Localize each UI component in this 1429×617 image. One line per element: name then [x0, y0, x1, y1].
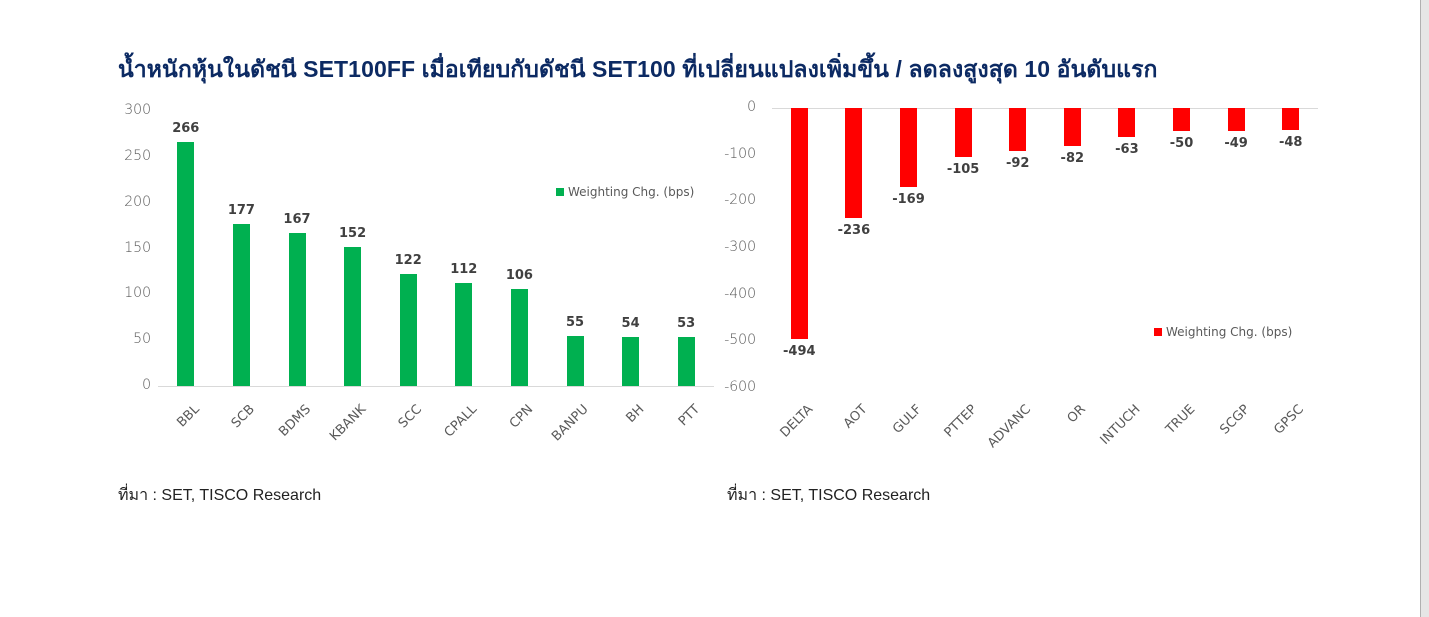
left-bar-scc: [399, 274, 417, 386]
left-category-label: PTT: [675, 402, 703, 430]
left-bar-cpall: [455, 283, 473, 386]
right-ytick: -400: [724, 285, 756, 302]
right-category-label: AOT: [840, 402, 871, 432]
left-category-label: BDMS: [275, 402, 314, 440]
left-value-label: 177: [227, 202, 255, 218]
right-value-label: -236: [837, 223, 871, 239]
left-category-label: BBL: [174, 402, 203, 431]
left-ytick: 0: [142, 377, 151, 393]
left-value-label: 55: [565, 314, 585, 330]
right-value-label: -82: [1060, 151, 1085, 167]
left-category-label: BANPU: [549, 402, 592, 445]
right-bar-pttep: [954, 108, 972, 157]
left-bar-kbank: [344, 246, 362, 386]
right-legend: Weighting Chg. (bps): [1154, 325, 1292, 339]
right-legend-label: Weighting Chg. (bps): [1166, 325, 1293, 339]
left-category-label: SCB: [228, 402, 259, 432]
right-bar-or: [1063, 108, 1081, 147]
left-value-label: 112: [450, 262, 478, 278]
left-ytick: 150: [124, 239, 151, 256]
right-value-label: -48: [1278, 135, 1303, 151]
left-legend: Weighting Chg. (bps): [556, 185, 694, 199]
right-bar-delta: [790, 108, 808, 339]
right-category-label: GULF: [890, 402, 926, 437]
left-ytick: 200: [124, 193, 151, 210]
left-ytick: 250: [124, 147, 151, 164]
right-ytick: -600: [724, 379, 756, 395]
left-bar-bh: [622, 336, 640, 386]
right-bar-aot: [845, 108, 863, 219]
right-value-label: -105: [946, 162, 980, 177]
left-legend-label: Weighting Chg. (bps): [568, 185, 695, 199]
right-x-axis-line: [772, 108, 1318, 109]
right-value-label: -50: [1169, 136, 1194, 152]
right-category-label: PTTEP: [941, 402, 980, 441]
legend-swatch-green-icon: [556, 188, 564, 196]
right-bar-gulf: [900, 108, 917, 187]
left-ytick: 50: [133, 331, 151, 348]
right-source-note: ที่มา : SET, TISCO Research: [727, 487, 931, 504]
right-category-label: DELTA: [777, 402, 816, 441]
right-bar-true: [1173, 108, 1190, 132]
page-title: น้ำหนักหุ้นในดัชนี SET100FF เมื่อเทียบกั…: [118, 56, 1158, 82]
right-bar-scgp: [1227, 108, 1245, 131]
left-value-label: 53: [677, 316, 696, 332]
legend-swatch-red-icon: [1154, 328, 1162, 336]
right-ytick: -100: [724, 145, 756, 162]
left-value-label: 122: [394, 253, 422, 269]
right-category-label: SCGP: [1217, 402, 1253, 438]
right-value-label: -49: [1224, 135, 1248, 151]
right-value-label: -92: [1005, 155, 1030, 171]
right-bar-gpsc: [1282, 108, 1300, 131]
right-category-label: OR: [1064, 402, 1089, 427]
left-bar-banpu: [566, 335, 584, 386]
left-bar-bbl: [177, 142, 195, 386]
vertical-scrollbar[interactable]: [1420, 0, 1429, 617]
left-category-label: KBANK: [327, 402, 370, 445]
left-category-label: CPALL: [441, 402, 481, 441]
left-ytick: 300: [124, 102, 151, 118]
left-bar-bdms: [288, 232, 306, 386]
right-value-label: -63: [1115, 142, 1139, 158]
right-ytick: -200: [724, 192, 756, 209]
left-bar-scb: [232, 223, 250, 386]
left-source-note: ที่มา : SET, TISCO Research: [118, 487, 322, 504]
left-value-label: 167: [283, 211, 311, 227]
right-ytick: 0: [747, 99, 756, 115]
left-category-label: SCC: [395, 402, 425, 432]
right-category-label: GPSC: [1271, 402, 1308, 438]
left-bar-ptt: [677, 337, 695, 386]
left-category-label: BH: [623, 402, 648, 426]
left-category-label: CPN: [506, 402, 537, 432]
right-category-label: INTUCH: [1097, 402, 1144, 448]
right-category-label: TRUE: [1162, 402, 1199, 438]
left-x-axis-line: [158, 386, 714, 387]
left-bar-cpn: [510, 288, 528, 386]
left-value-label: 106: [505, 267, 533, 283]
left-value-label: 54: [621, 315, 640, 331]
left-ytick: 100: [124, 285, 151, 302]
right-value-label: -169: [892, 191, 925, 207]
right-bar-intuch: [1118, 108, 1136, 138]
right-ytick: -500: [724, 332, 756, 349]
right-value-label: -494: [783, 343, 816, 359]
right-category-label: ADVANC: [985, 402, 1035, 452]
left-value-label: 266: [172, 121, 200, 137]
right-ytick: -300: [724, 239, 756, 255]
left-value-label: 152: [339, 225, 367, 241]
right-bar-advanc: [1009, 108, 1027, 151]
